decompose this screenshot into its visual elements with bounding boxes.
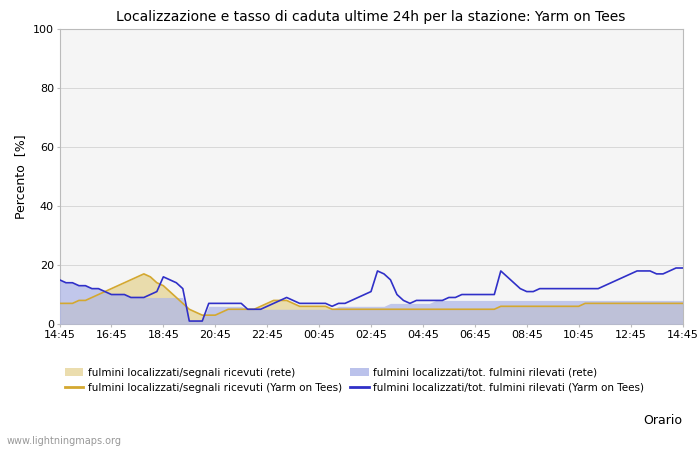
Y-axis label: Percento  [%]: Percento [%]: [15, 134, 27, 219]
Legend: fulmini localizzati/segnali ricevuti (rete), fulmini localizzati/segnali ricevut: fulmini localizzati/segnali ricevuti (re…: [64, 368, 644, 393]
Text: www.lightningmaps.org: www.lightningmaps.org: [7, 436, 122, 446]
Text: Orario: Orario: [643, 414, 682, 427]
Title: Localizzazione e tasso di caduta ultime 24h per la stazione: Yarm on Tees: Localizzazione e tasso di caduta ultime …: [116, 10, 626, 24]
